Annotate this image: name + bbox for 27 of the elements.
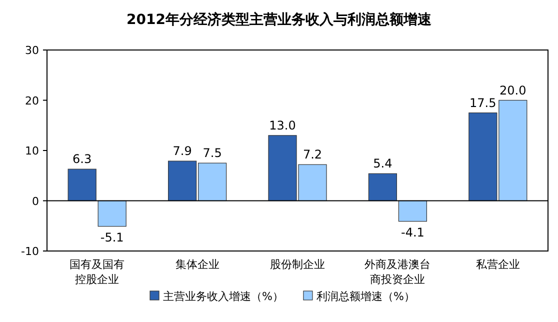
y-tick-label: 30 bbox=[25, 44, 39, 57]
x-tick-label: 私营企业 bbox=[476, 258, 520, 271]
x-tick-label: 国有及国有控股企业 bbox=[70, 258, 125, 286]
x-tick-label: 集体企业 bbox=[175, 258, 220, 271]
data-label: 7.2 bbox=[302, 148, 322, 162]
legend-label: 利润总额增速（%） bbox=[316, 290, 415, 303]
y-tick-label: -10 bbox=[21, 245, 39, 258]
bar bbox=[398, 200, 427, 222]
data-label: -5.1 bbox=[100, 230, 124, 244]
chart-title: 2012年分经济类型主营业务收入与利润总额增速 bbox=[126, 11, 432, 28]
data-label: 7.5 bbox=[202, 146, 222, 160]
bar bbox=[98, 200, 126, 227]
bar bbox=[368, 173, 397, 202]
data-label: -4.1 bbox=[400, 225, 424, 240]
x-tick-label: 外商及港澳台商投资企业 bbox=[364, 258, 431, 286]
bar bbox=[68, 168, 96, 202]
data-label: 20.0 bbox=[500, 83, 526, 98]
data-label: 7.9 bbox=[172, 144, 192, 158]
data-label: 6.3 bbox=[72, 152, 92, 166]
y-tick-label: 20 bbox=[25, 94, 39, 108]
y-tick-label: 10 bbox=[25, 144, 39, 158]
data-label: 17.5 bbox=[470, 96, 496, 110]
legend-label: 主营业务收入增速（%） bbox=[163, 290, 284, 303]
data-label: 5.4 bbox=[373, 156, 392, 171]
x-tick-label: 股份制企业 bbox=[270, 258, 325, 271]
data-label: 13.0 bbox=[269, 118, 296, 132]
y-tick-label: 0 bbox=[32, 194, 39, 208]
